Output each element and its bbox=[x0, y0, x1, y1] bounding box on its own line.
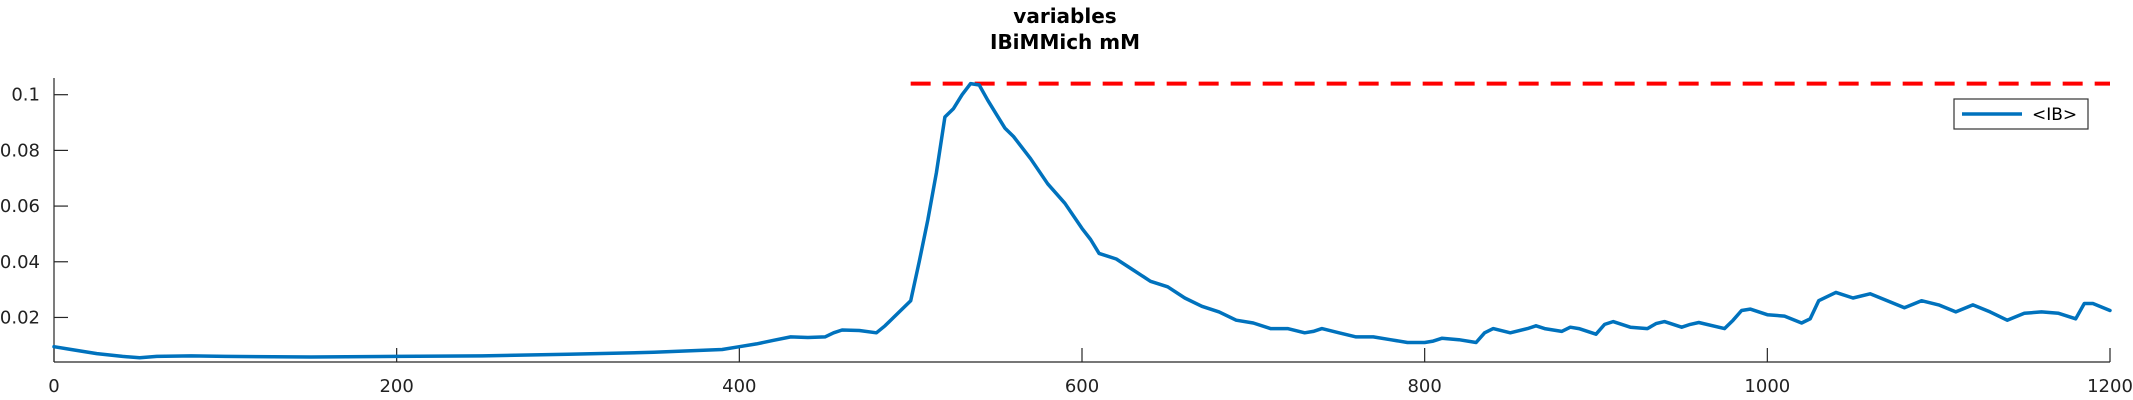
x-tick-label: 600 bbox=[1065, 376, 1099, 397]
series-line-ib bbox=[52, 81, 2112, 360]
chart-title: variables bbox=[1013, 4, 1116, 28]
legend: <IB> bbox=[1953, 98, 2089, 130]
x-tick-label: 1200 bbox=[2087, 376, 2133, 397]
x-tick-label: 1000 bbox=[1744, 376, 1790, 397]
axes: 0 200 400 600 800 1000 1200 0.02 0.04 0.06 0.08 0.1 bbox=[0, 78, 2133, 397]
y-tick-label: 0.02 bbox=[0, 307, 40, 328]
x-tick-label: 400 bbox=[722, 376, 756, 397]
y-tick-label: 0.06 bbox=[0, 196, 40, 217]
x-tick-label: 200 bbox=[379, 376, 413, 397]
x-tick-label: 800 bbox=[1407, 376, 1441, 397]
plot-area bbox=[52, 81, 2112, 360]
legend-label: <IB> bbox=[2032, 105, 2077, 125]
y-tick-label: 0.08 bbox=[0, 140, 40, 161]
y-tick-label: 0.1 bbox=[11, 85, 40, 106]
chart-subtitle: IBiMMich mM bbox=[990, 30, 1140, 54]
x-tick-label: 0 bbox=[48, 376, 59, 397]
y-tick-label: 0.04 bbox=[0, 252, 40, 273]
